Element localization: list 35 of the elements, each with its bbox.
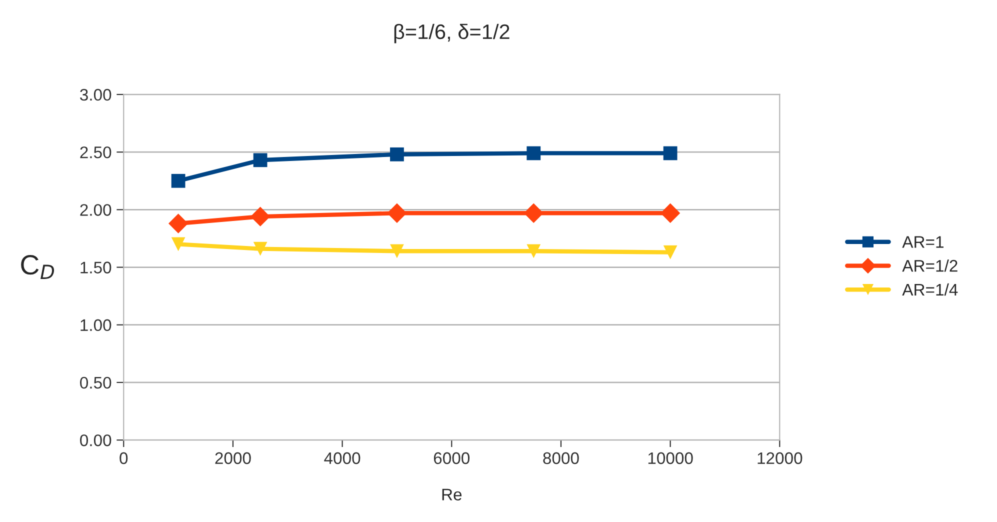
x-tick-label: 0 (120, 452, 128, 464)
x-tick-label: 12000 (758, 452, 802, 464)
point (253, 242, 268, 256)
x-tick-label: 10000 (648, 452, 693, 464)
y-tick-label: 2.50 (80, 146, 112, 158)
y-tick-label: 0.00 (80, 434, 112, 446)
point (660, 203, 680, 223)
y-tick-label: 1.00 (80, 319, 112, 332)
point (171, 237, 186, 252)
x-tick-label: 6000 (434, 452, 470, 464)
point (387, 203, 407, 223)
point (390, 244, 404, 258)
point (524, 203, 544, 223)
x-tick-label: 2000 (215, 452, 251, 464)
y-tick-label: 0.50 (80, 376, 112, 389)
y-tick-label: 1.50 (80, 262, 112, 274)
y-axis-title: C$_{D}$ (21, 255, 54, 279)
x-axis-title: Re (442, 488, 462, 500)
legend-label: AR=1/4 (902, 283, 958, 296)
y-tick-label: 2.00 (80, 204, 112, 216)
point (526, 146, 541, 160)
point (250, 206, 270, 226)
point (253, 153, 268, 168)
legend-label: AR=1/2 (902, 259, 958, 272)
point (526, 244, 541, 258)
y-tick-label: 3.00 (80, 88, 112, 101)
x-tick-label: 4000 (324, 452, 360, 464)
chart-title: β=1/6, δ=1/2 (394, 24, 510, 44)
legend-label: AR=1 (902, 236, 944, 248)
x-tick-label: 8000 (543, 452, 579, 464)
point (171, 174, 186, 188)
point (663, 245, 678, 260)
point (390, 147, 404, 162)
point (663, 146, 678, 160)
point (168, 214, 188, 234)
